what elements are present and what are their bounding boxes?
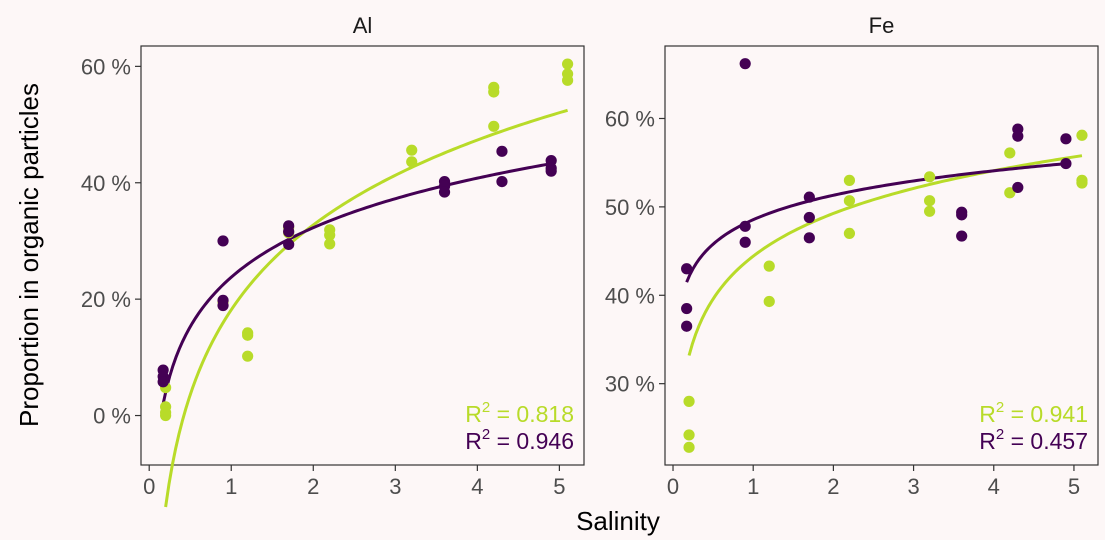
x-tick-label: 3 xyxy=(907,474,919,499)
facet-title: Al xyxy=(353,13,373,38)
fit-line xyxy=(685,162,1067,283)
data-point xyxy=(803,232,815,244)
data-point xyxy=(681,320,693,332)
data-point xyxy=(1076,129,1088,141)
data-point xyxy=(324,229,336,241)
data-point xyxy=(406,144,418,156)
fit-line xyxy=(161,162,552,405)
x-tick-label: 3 xyxy=(389,474,401,499)
data-point xyxy=(545,165,557,177)
y-tick-label: 60 % xyxy=(605,106,655,131)
data-point xyxy=(1060,157,1072,170)
data-point xyxy=(324,238,336,250)
data-point xyxy=(683,429,695,441)
data-point xyxy=(488,86,500,98)
data-point xyxy=(1012,130,1024,142)
data-point xyxy=(956,230,968,242)
data-point xyxy=(739,58,751,70)
data-point xyxy=(496,145,508,157)
data-point xyxy=(1004,147,1016,159)
data-point xyxy=(242,350,254,362)
x-tick-label: 5 xyxy=(553,474,565,499)
data-point xyxy=(1060,133,1072,145)
y-tick-label: 20 % xyxy=(81,287,131,312)
data-point xyxy=(496,175,508,188)
data-point xyxy=(406,156,418,168)
data-point xyxy=(924,205,936,217)
data-point xyxy=(681,302,693,315)
x-tick-label: 0 xyxy=(667,474,679,499)
data-point xyxy=(561,58,574,70)
r-squared-label: R2 = 0.457 xyxy=(979,426,1088,454)
data-point xyxy=(924,171,936,183)
data-point xyxy=(217,235,229,247)
data-point xyxy=(924,195,936,207)
x-tick-label: 2 xyxy=(307,474,319,499)
data-point xyxy=(956,209,968,221)
data-point xyxy=(683,441,695,453)
data-point xyxy=(217,299,229,312)
y-axis-title: Proportion in organic particles xyxy=(14,83,44,427)
x-tick-label: 1 xyxy=(225,474,237,499)
data-point xyxy=(160,409,172,422)
data-point xyxy=(1076,177,1088,189)
data-point xyxy=(803,191,815,203)
data-point xyxy=(683,395,695,407)
data-point xyxy=(1004,187,1016,199)
data-point xyxy=(242,329,254,341)
data-point xyxy=(843,174,856,186)
facet-title: Fe xyxy=(869,13,895,38)
data-point xyxy=(843,227,856,240)
data-point xyxy=(283,238,295,251)
data-point xyxy=(283,226,295,238)
y-tick-label: 30 % xyxy=(605,372,655,397)
x-tick-label: 4 xyxy=(471,474,483,499)
y-tick-label: 60 % xyxy=(81,54,131,79)
data-point xyxy=(739,236,751,248)
fit-line xyxy=(164,108,569,508)
x-tick-label: 1 xyxy=(747,474,759,499)
data-point xyxy=(843,195,856,207)
data-point xyxy=(739,220,751,232)
x-tick-label: 0 xyxy=(143,474,155,499)
y-tick-label: 0 % xyxy=(93,404,131,429)
data-point xyxy=(763,260,775,272)
r-squared-label: R2 = 0.818 xyxy=(465,399,574,427)
x-tick-label: 2 xyxy=(827,474,839,499)
data-point xyxy=(561,74,574,86)
panel-border xyxy=(664,45,1099,466)
data-point xyxy=(763,295,775,308)
x-tick-label: 4 xyxy=(988,474,1000,499)
y-tick-label: 40 % xyxy=(81,171,131,196)
x-tick-label: 5 xyxy=(1068,474,1080,499)
data-point xyxy=(438,186,451,198)
r-squared-label: R2 = 0.941 xyxy=(979,399,1088,427)
data-point xyxy=(803,211,815,224)
x-axis-title: Salinity xyxy=(576,506,660,536)
panel-border xyxy=(140,45,585,466)
r-squared-label: R2 = 0.946 xyxy=(465,426,574,454)
data-point xyxy=(157,376,169,388)
data-point xyxy=(1012,181,1024,194)
data-point xyxy=(681,263,693,275)
data-point xyxy=(488,120,500,132)
y-tick-label: 50 % xyxy=(605,195,655,220)
fit-line xyxy=(687,154,1083,356)
y-tick-label: 40 % xyxy=(605,283,655,308)
